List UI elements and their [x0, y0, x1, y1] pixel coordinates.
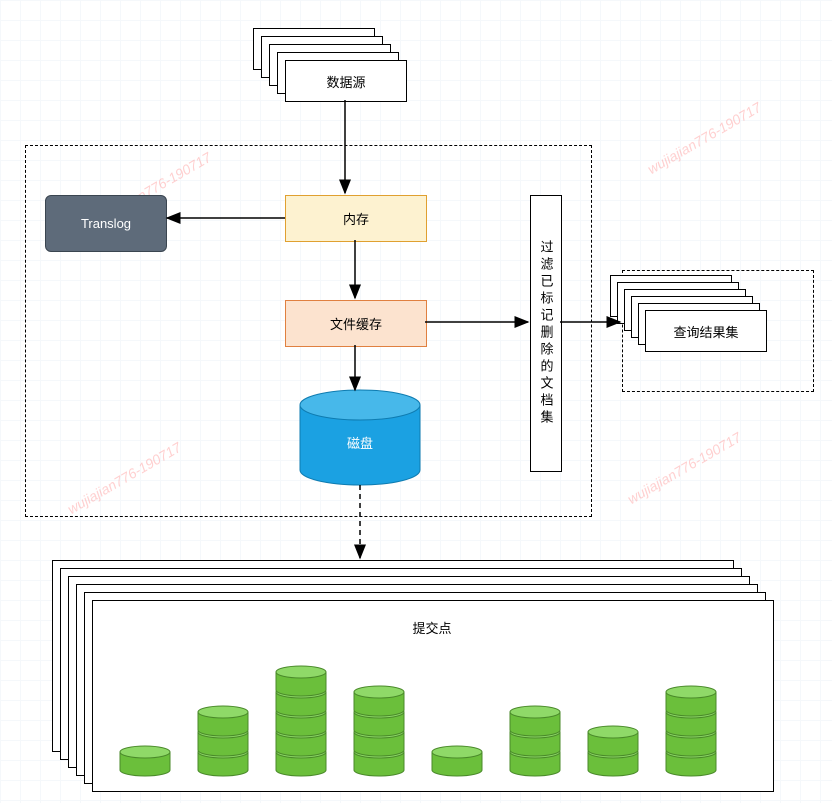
- data-source-node: 数据源: [285, 60, 407, 102]
- commit-point-label: 提交点: [92, 618, 772, 637]
- file-cache-label: 文件缓存: [330, 314, 382, 333]
- query-result-label: 查询结果集: [673, 322, 738, 341]
- memory-node: 内存: [285, 195, 427, 242]
- translog-node: Translog: [45, 195, 167, 252]
- watermark: wujiajian776-190717: [625, 429, 744, 507]
- query-result-node: 查询结果集: [645, 310, 767, 352]
- memory-label: 内存: [343, 209, 369, 228]
- file-cache-node: 文件缓存: [285, 300, 427, 347]
- translog-label: Translog: [81, 216, 131, 231]
- filter-node: 过滤已标记删除的文档集: [530, 195, 562, 472]
- filter-label: 过滤已标记删除的文档集: [537, 240, 556, 427]
- watermark: wujiajian776-190717: [645, 99, 764, 177]
- data-source-label: 数据源: [326, 72, 365, 91]
